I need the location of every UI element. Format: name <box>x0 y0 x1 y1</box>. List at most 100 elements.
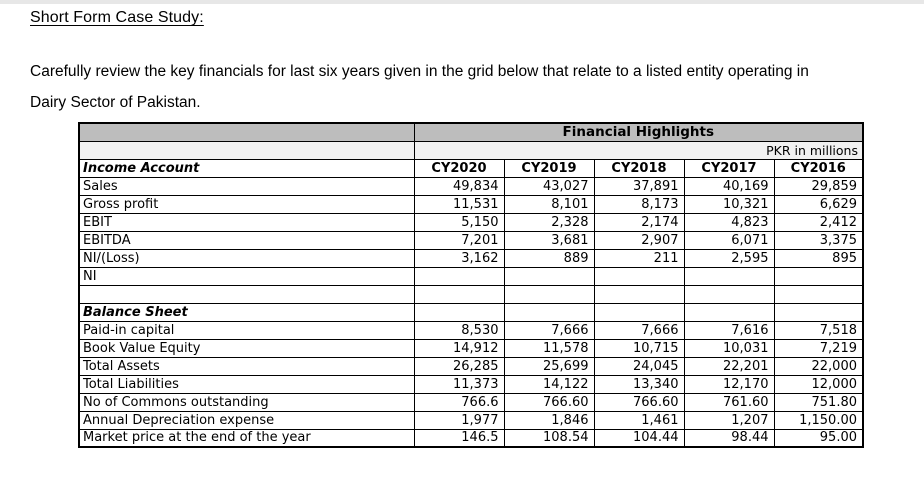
value-cell: 2,907 <box>593 230 685 250</box>
value-cell: 1,150.00 <box>773 410 864 430</box>
row-label-cell: Balance Sheet <box>78 302 415 322</box>
intro-line-2: Dairy Sector of Pakistan. <box>30 94 201 111</box>
row-label-cell: No of Commons outstanding <box>78 392 415 412</box>
table-row: Paid-in capital 8,530 7,666 7,666 7,616 7,518 <box>78 320 864 340</box>
value-cell: 29,859 <box>773 176 864 196</box>
value-cell: 14,122 <box>503 374 595 394</box>
value-cell <box>503 284 595 304</box>
value-cell: 2,595 <box>683 248 775 268</box>
value-cell: 11,373 <box>413 374 505 394</box>
value-cell: 889 <box>503 248 595 268</box>
table-row: EBIT 5,150 2,328 2,174 4,823 2,412 <box>78 212 864 232</box>
value-cell <box>683 266 775 286</box>
row-label-cell: Annual Depreciation expense <box>78 410 415 430</box>
value-cell: 7,666 <box>503 320 595 340</box>
value-cell: 14,912 <box>413 338 505 358</box>
value-cell: 211 <box>593 248 685 268</box>
row-label-cell: Market price at the end of the year <box>78 428 415 448</box>
row-label-cell: EBIT <box>78 212 415 232</box>
value-cell: 25,699 <box>503 356 595 376</box>
value-cell: 7,219 <box>773 338 864 358</box>
row-label-cell: Total Assets <box>78 356 415 376</box>
value-cell: 12,000 <box>773 374 864 394</box>
table-row: Annual Depreciation expense 1,977 1,846 1,4… <box>78 410 864 430</box>
table-row: Market price at the end of the year 146.5… <box>78 428 864 448</box>
value-cell <box>413 284 505 304</box>
value-cell <box>413 266 505 286</box>
table-row: EBITDA 7,201 3,681 2,907 6,071 3,375 <box>78 230 864 250</box>
row-label-cell: NI <box>78 266 415 286</box>
value-cell: 1,207 <box>683 410 775 430</box>
value-cell: 10,031 <box>683 338 775 358</box>
table-row: Book Value Equity 14,912 11,578 10,715 10,03… <box>78 338 864 358</box>
value-cell: 40,169 <box>683 176 775 196</box>
table-title-row: Financial Highlights <box>78 122 864 142</box>
value-cell: 11,531 <box>413 194 505 214</box>
table-title: Financial Highlights <box>413 122 864 142</box>
value-cell <box>593 266 685 286</box>
value-cell: 26,285 <box>413 356 505 376</box>
value-cell <box>503 266 595 286</box>
row-label-cell: Paid-in capital <box>78 320 415 340</box>
page-title: Short Form Case Study: <box>30 9 204 26</box>
value-cell: 8,101 <box>503 194 595 214</box>
spacer-row <box>78 284 864 304</box>
value-cell: 10,321 <box>683 194 775 214</box>
blank-subheader-cell <box>78 140 415 160</box>
value-cell <box>413 302 505 322</box>
section-row: Balance Sheet <box>78 302 864 322</box>
value-cell: 22,201 <box>683 356 775 376</box>
row-label-cell: Sales <box>78 176 415 196</box>
column-header-cy2020: CY2020 <box>413 158 505 178</box>
value-cell: 5,150 <box>413 212 505 232</box>
value-cell: 766.6 <box>413 392 505 412</box>
unit-note: PKR in millions <box>413 140 864 160</box>
table-row: No of Commons outstanding 766.6 766.60 766.… <box>78 392 864 412</box>
value-cell: 895 <box>773 248 864 268</box>
table-row: Total Assets 26,285 25,699 24,045 22,201 22,0… <box>78 356 864 376</box>
value-cell <box>503 302 595 322</box>
value-cell: 8,530 <box>413 320 505 340</box>
value-cell <box>593 302 685 322</box>
value-cell: 43,027 <box>503 176 595 196</box>
row-label-cell: NI/(Loss) <box>78 248 415 268</box>
value-cell: 108.54 <box>503 428 595 448</box>
row-label-cell: Gross profit <box>78 194 415 214</box>
table-row: Gross profit 11,531 8,101 8,173 10,321 6,629 <box>78 194 864 214</box>
value-cell: 95.00 <box>773 428 864 448</box>
column-header-cy2016: CY2016 <box>773 158 864 178</box>
table-row: Total Liabilities 11,373 14,122 13,340 12,17… <box>78 374 864 394</box>
value-cell <box>683 284 775 304</box>
value-cell <box>683 302 775 322</box>
value-cell: 761.60 <box>683 392 775 412</box>
intro-line-1: Carefully review the key financials for … <box>30 63 809 80</box>
value-cell: 6,071 <box>683 230 775 250</box>
value-cell <box>773 266 864 286</box>
value-cell: 3,375 <box>773 230 864 250</box>
top-edge-strip <box>0 0 924 4</box>
row-label-cell: EBITDA <box>78 230 415 250</box>
value-cell: 3,681 <box>503 230 595 250</box>
value-cell: 6,629 <box>773 194 864 214</box>
value-cell: 766.60 <box>503 392 595 412</box>
value-cell: 1,846 <box>503 410 595 430</box>
value-cell: 1,977 <box>413 410 505 430</box>
value-cell: 49,834 <box>413 176 505 196</box>
table-row: NI <box>78 266 864 286</box>
table-row: Sales 49,834 43,027 37,891 40,169 29,859 <box>78 176 864 196</box>
value-cell: 3,162 <box>413 248 505 268</box>
value-cell: 146.5 <box>413 428 505 448</box>
blank-header-cell <box>78 122 415 142</box>
value-cell: 12,170 <box>683 374 775 394</box>
value-cell <box>593 284 685 304</box>
unit-note-row: PKR in millions <box>78 140 864 160</box>
value-cell: 766.60 <box>593 392 685 412</box>
value-cell: 2,412 <box>773 212 864 232</box>
row-label-cell: Book Value Equity <box>78 338 415 358</box>
value-cell <box>773 302 864 322</box>
value-cell: 2,174 <box>593 212 685 232</box>
value-cell: 1,461 <box>593 410 685 430</box>
column-header-row: Income Account CY2020 CY2019 CY2018 CY20… <box>78 158 864 178</box>
table-body: Sales 49,834 43,027 37,891 40,169 29,859 Gross… <box>78 176 864 448</box>
